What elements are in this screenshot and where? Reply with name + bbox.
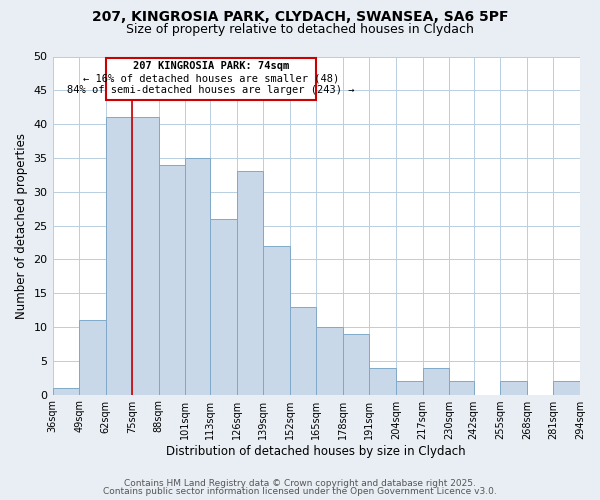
Text: Contains HM Land Registry data © Crown copyright and database right 2025.: Contains HM Land Registry data © Crown c… xyxy=(124,478,476,488)
Bar xyxy=(263,246,290,394)
Bar xyxy=(396,381,422,394)
Bar xyxy=(370,368,396,394)
Y-axis label: Number of detached properties: Number of detached properties xyxy=(15,132,28,318)
Text: ← 16% of detached houses are smaller (48): ← 16% of detached houses are smaller (48… xyxy=(83,74,339,84)
Bar xyxy=(500,381,527,394)
Text: Contains public sector information licensed under the Open Government Licence v3: Contains public sector information licen… xyxy=(103,487,497,496)
Bar xyxy=(79,320,106,394)
Bar xyxy=(316,327,343,394)
Bar xyxy=(132,118,159,394)
Bar xyxy=(185,158,210,394)
Text: 207, KINGROSIA PARK, CLYDACH, SWANSEA, SA6 5PF: 207, KINGROSIA PARK, CLYDACH, SWANSEA, S… xyxy=(92,10,508,24)
Bar xyxy=(422,368,449,394)
Bar xyxy=(290,306,316,394)
X-axis label: Distribution of detached houses by size in Clydach: Distribution of detached houses by size … xyxy=(166,444,466,458)
Bar xyxy=(53,388,79,394)
Text: 84% of semi-detached houses are larger (243) →: 84% of semi-detached houses are larger (… xyxy=(67,85,355,95)
Bar xyxy=(449,381,473,394)
Bar xyxy=(553,381,580,394)
Bar xyxy=(236,172,263,394)
Bar xyxy=(343,334,370,394)
Bar xyxy=(210,219,236,394)
Bar xyxy=(159,164,185,394)
Text: Size of property relative to detached houses in Clydach: Size of property relative to detached ho… xyxy=(126,22,474,36)
Text: 207 KINGROSIA PARK: 74sqm: 207 KINGROSIA PARK: 74sqm xyxy=(133,61,289,71)
Bar xyxy=(106,118,132,394)
FancyBboxPatch shape xyxy=(106,58,316,100)
